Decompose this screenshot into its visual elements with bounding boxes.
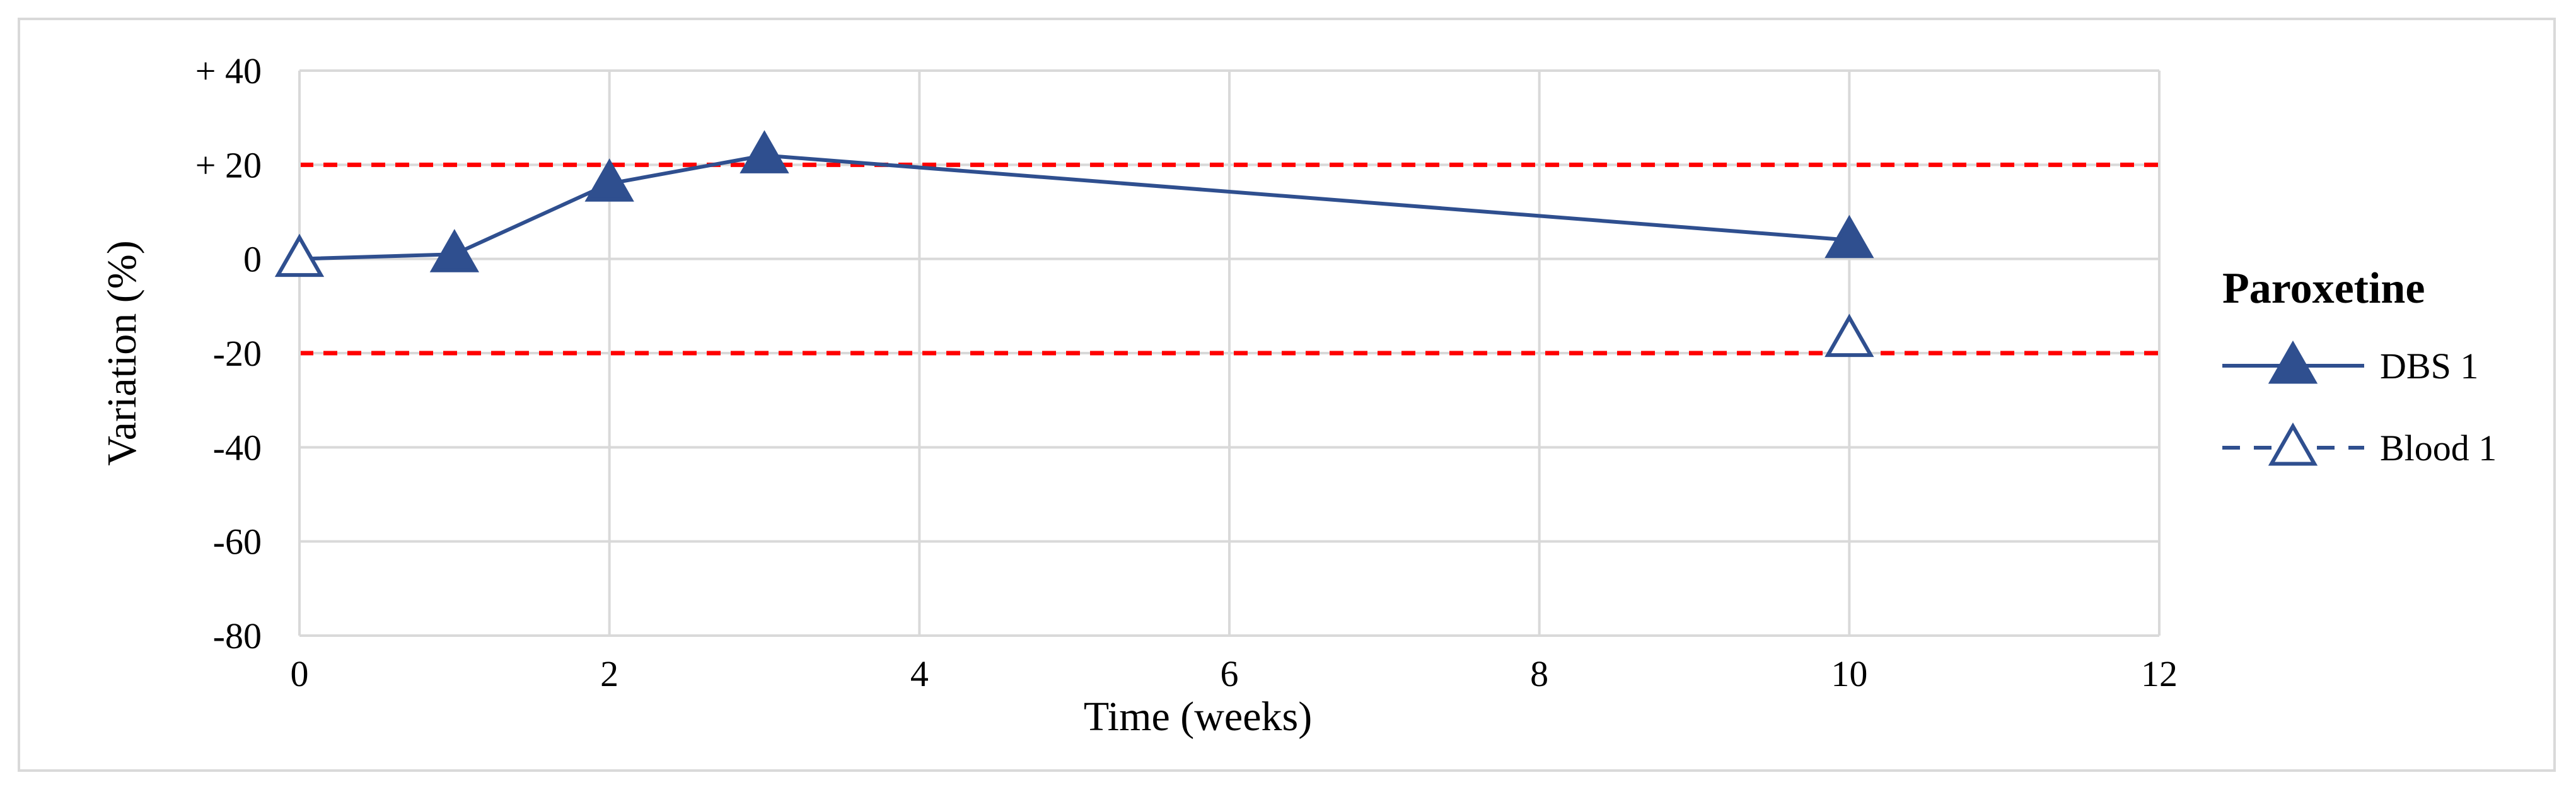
x-tick-label: 6 (1221, 653, 1239, 694)
x-tick-label: 4 (910, 653, 929, 694)
data-point-dbs-1 (429, 229, 480, 272)
data-point-dbs-1 (740, 130, 789, 173)
grid-layer (298, 69, 2161, 637)
y-tick-label: -40 (213, 427, 262, 468)
y-tick-label: + 20 (195, 144, 262, 185)
y-tick-label: -80 (213, 615, 262, 656)
y-tick-label: 0 (243, 239, 262, 280)
y-axis-title: Variation (%) (99, 240, 145, 465)
axes (298, 71, 2159, 637)
data-point-dbs-1 (1825, 214, 1874, 259)
y-tick-label: -60 (213, 521, 262, 562)
x-tick-label: 8 (1530, 653, 1548, 694)
chart-frame (18, 18, 2556, 772)
legend-marker (2268, 422, 2318, 466)
x-axis-title: Time (weeks) (1084, 694, 1312, 740)
legend-title: Paroxetine (2222, 264, 2425, 313)
data-point-blood-1 (274, 233, 325, 277)
series-layer (274, 130, 1874, 358)
legend-marker (2268, 340, 2318, 384)
data-point-blood-1 (1825, 313, 1874, 358)
y-tick-label: -20 (213, 333, 262, 374)
x-tick-label: 10 (1831, 653, 1867, 694)
series-line-dbs-1 (299, 153, 1850, 261)
x-tick-label: 2 (600, 653, 618, 694)
legend-label: Blood 1 (2380, 428, 2497, 469)
legend: Paroxetine DBS 1 Blood 1 (2222, 264, 2497, 469)
tick-labels: + 40 + 20 0 -20 -40 -60 -80 0 2 4 6 8 10 12 (195, 50, 2178, 694)
x-tick-label: 0 (291, 653, 309, 694)
y-tick-label: + 40 (195, 50, 262, 91)
legend-items: DBS 1 Blood 1 (2222, 340, 2497, 469)
data-point-dbs-1 (584, 158, 634, 202)
legend-label: DBS 1 (2380, 346, 2478, 387)
x-tick-label: 12 (2141, 653, 2178, 694)
